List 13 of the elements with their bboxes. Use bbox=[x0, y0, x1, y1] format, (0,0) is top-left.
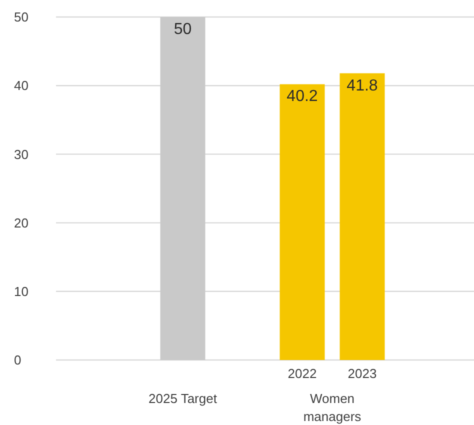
series-label: 2022 bbox=[288, 366, 317, 381]
y-tick-label: 20 bbox=[14, 215, 28, 230]
y-tick-label: 40 bbox=[14, 78, 28, 94]
data-label: 41.8 bbox=[346, 77, 378, 94]
data-label: 40.2 bbox=[286, 88, 318, 106]
y-tick-label: 30 bbox=[14, 146, 28, 162]
data-label: 50 bbox=[174, 21, 192, 38]
x-tick-label: Women managers bbox=[303, 391, 362, 424]
y-tick-label: 10 bbox=[14, 284, 28, 299]
y-tick-label: 0 bbox=[14, 352, 22, 368]
x-tick-label: 2025 Target bbox=[148, 391, 218, 406]
series-label: 2023 bbox=[348, 366, 377, 381]
y-tick-label: 50 bbox=[14, 10, 28, 25]
